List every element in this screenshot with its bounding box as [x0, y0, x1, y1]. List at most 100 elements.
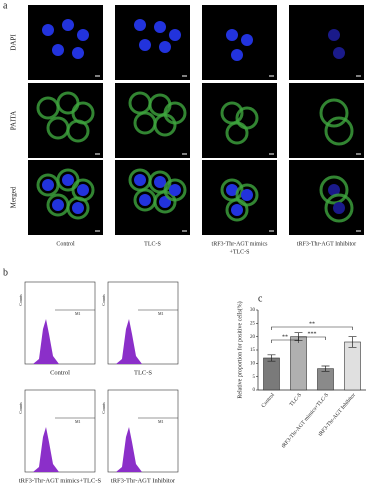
y-label: Counts [18, 294, 23, 306]
micrograph [202, 5, 277, 80]
histogram-frame [107, 281, 179, 365]
y-tick-label: 5 [253, 375, 256, 380]
significance-bracket [271, 339, 299, 343]
micrograph [289, 5, 364, 80]
panel-label: c [258, 293, 263, 304]
y-tick-label: 25 [250, 321, 256, 326]
gate-label: M1 [75, 419, 81, 424]
gate-label: M1 [158, 311, 164, 316]
micrograph [115, 160, 190, 235]
y-tick-label: 10 [250, 361, 256, 366]
nucleus [72, 47, 84, 59]
gate-label: M1 [75, 311, 81, 316]
column-label: tRF3-Thr-AGT Inhibitor [297, 241, 356, 247]
micrograph [115, 83, 190, 158]
y-tick-label: 30 [250, 308, 256, 313]
nucleus [154, 176, 166, 188]
significance-label: ** [309, 321, 315, 327]
nucleus [72, 202, 84, 214]
nucleus [333, 47, 345, 59]
cell-green [324, 116, 354, 146]
nucleus [42, 179, 54, 191]
plot-title: tRF3-Thr-AGT Inhibitor [111, 477, 176, 484]
error-bar [348, 336, 357, 348]
cell-green [225, 198, 249, 222]
cell-green [66, 119, 90, 143]
nucleus [231, 204, 243, 216]
nucleus [154, 21, 166, 33]
histogram-frame [107, 389, 179, 473]
bar [317, 368, 334, 391]
micrograph [289, 160, 364, 235]
histogram-peak [116, 427, 142, 472]
row-label: PAITA [10, 111, 18, 130]
nucleus [42, 24, 54, 36]
significance-label: *** [308, 331, 317, 337]
histogram-frame [24, 281, 96, 365]
cell-green [319, 175, 349, 205]
gate-label: M1 [158, 419, 164, 424]
nucleus [241, 189, 253, 201]
column-label: Control [56, 241, 75, 247]
nucleus [328, 184, 340, 196]
column-label: TLC-S [144, 241, 161, 247]
nucleus [231, 49, 243, 61]
nucleus [139, 194, 151, 206]
significance-bracket [298, 336, 326, 340]
cell-green [319, 98, 349, 128]
panel-label: b [3, 267, 8, 278]
nucleus [52, 44, 64, 56]
nucleus [169, 184, 181, 196]
plot-title: tRF3-Thr-AGT mimics+TLC-S [19, 477, 102, 484]
cell-green [163, 178, 187, 202]
bar [290, 336, 307, 391]
nucleus [159, 41, 171, 53]
plot-title: TLC-S [134, 369, 152, 376]
column-label: tRF3-Thr-AGT mimics [212, 241, 269, 247]
histogram-peak [116, 319, 142, 364]
y-label: Counts [18, 402, 23, 414]
cell-green [324, 193, 354, 223]
nucleus [52, 199, 64, 211]
x-tick-label: TLC-S [289, 392, 303, 408]
bar [344, 341, 361, 391]
y-tick-label: 0 [253, 388, 256, 393]
histogram-frame [24, 389, 96, 473]
nucleus [241, 34, 253, 46]
nucleus [139, 39, 151, 51]
cell-green [163, 101, 187, 125]
histogram-peak [33, 427, 59, 472]
y-label: Counts [101, 402, 106, 414]
error-bar [267, 354, 276, 362]
micrograph [289, 83, 364, 158]
x-tick-label: tRF3-Thr-AGT mimics+TLC-S [281, 392, 330, 449]
row-label: Merged [10, 186, 18, 208]
bar [263, 357, 280, 391]
nucleus [226, 184, 238, 196]
micrograph [115, 5, 190, 80]
nucleus [134, 174, 146, 186]
cell-green [225, 121, 249, 145]
nucleus [62, 19, 74, 31]
y-label: Counts [101, 294, 106, 306]
y-tick-label: 15 [250, 348, 256, 353]
significance-label: ** [282, 334, 288, 340]
y-tick-label: 20 [250, 335, 256, 340]
cell-green [66, 196, 90, 220]
histogram-peak [33, 319, 59, 364]
nucleus [134, 19, 146, 31]
error-bar [321, 365, 330, 372]
plot-title: Control [50, 369, 70, 376]
micrograph [28, 5, 103, 80]
significance-bracket [271, 326, 353, 330]
nucleus [77, 184, 89, 196]
column-label: +TLC-S [229, 249, 249, 255]
nucleus [62, 174, 74, 186]
nucleus [77, 29, 89, 41]
x-tick-label: Control [261, 392, 277, 409]
nucleus [226, 29, 238, 41]
row-label: DAPI [10, 34, 18, 51]
nucleus [333, 202, 345, 214]
nucleus [328, 29, 340, 41]
